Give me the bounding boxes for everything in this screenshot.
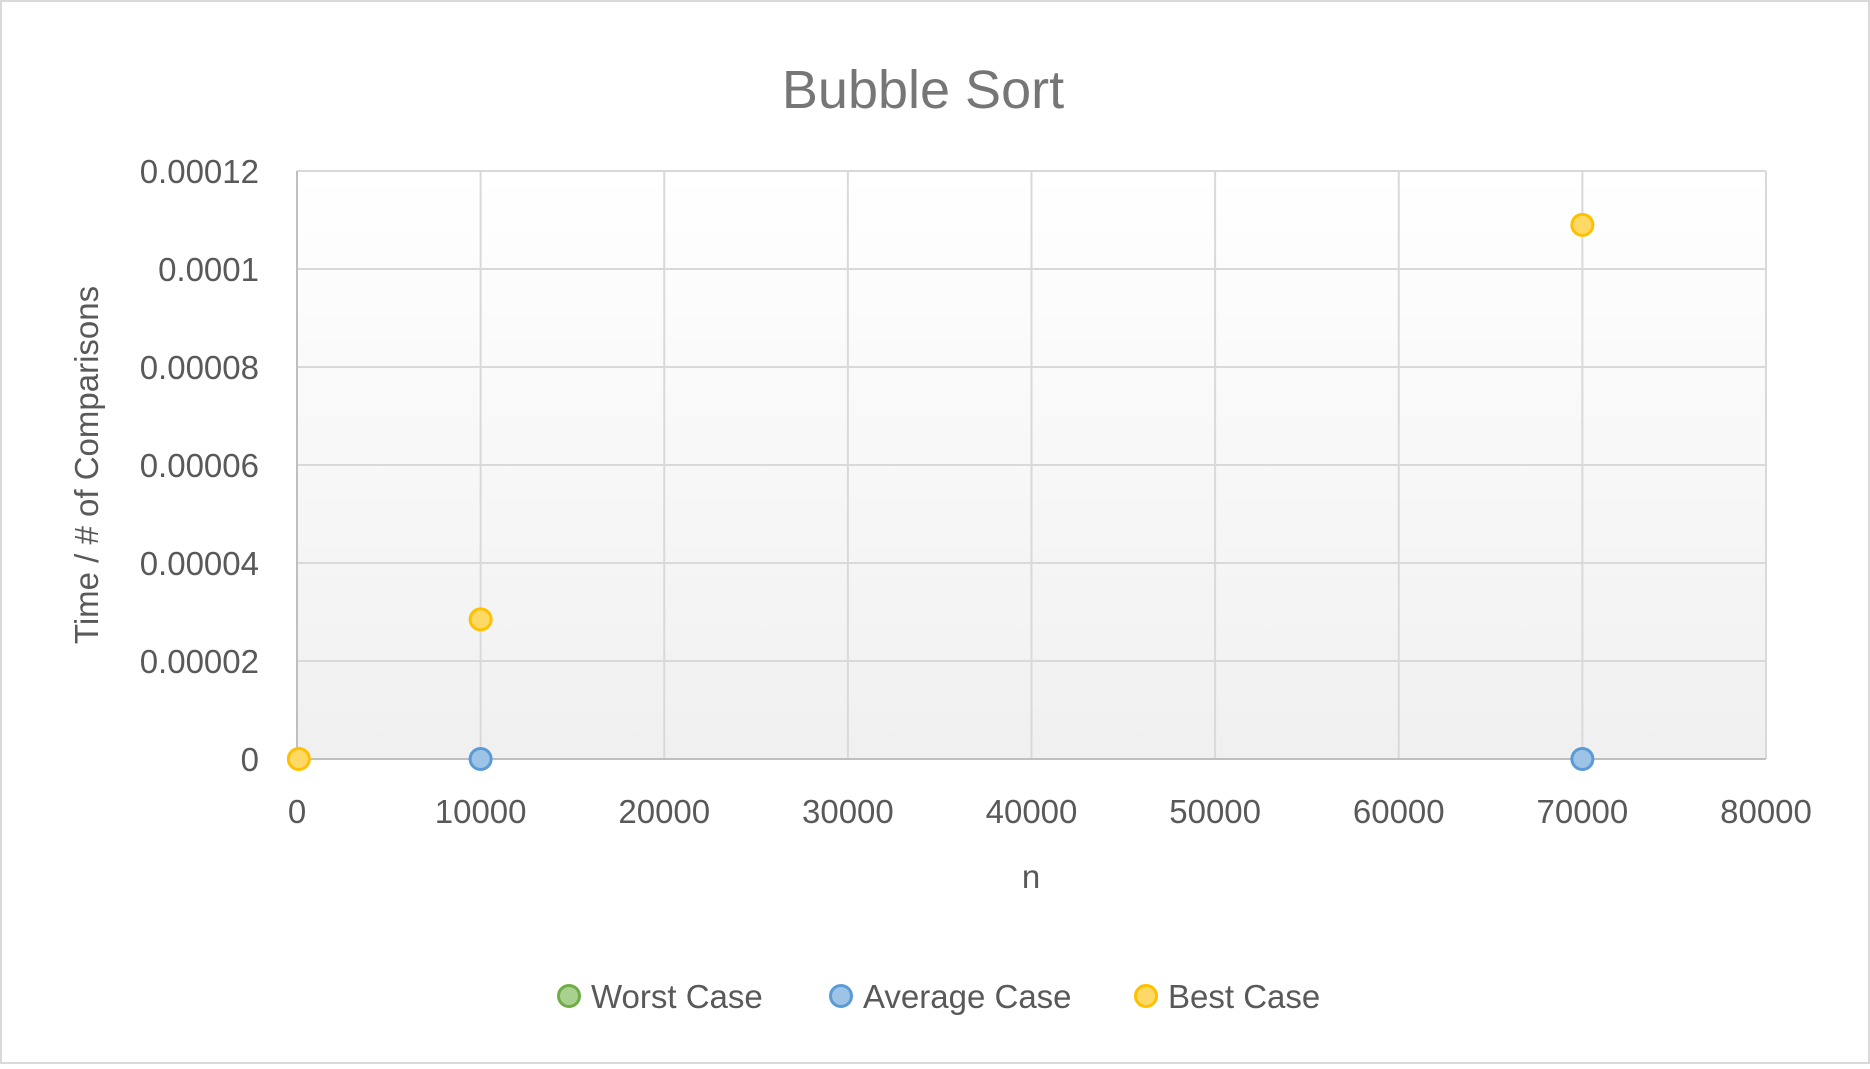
legend-marker-best-case (1134, 984, 1158, 1008)
legend-label-worst-case: Worst Case (591, 978, 763, 1015)
legend-label-average-case: Average Case (863, 978, 1072, 1015)
legend: Worst Case Average Case Best Case (557, 978, 1320, 1015)
axes: 0 0.00002 0.00004 0.00006 0.00008 0.0001 0.000… (140, 153, 1812, 830)
y-tick-label: 0.00002 (140, 643, 259, 680)
x-tick-label: 40000 (986, 793, 1078, 830)
y-tick-label: 0.00004 (140, 545, 259, 582)
x-tick-label: 30000 (802, 793, 894, 830)
grid-lines (296, 170, 1767, 760)
y-tick-label: 0.0001 (158, 251, 259, 288)
x-tick-label: 20000 (618, 793, 710, 830)
x-tick-label: 70000 (1536, 793, 1628, 830)
chart-title: Bubble Sort (782, 60, 1064, 120)
x-tick-label: 0 (288, 793, 306, 830)
point-best-case (468, 607, 493, 632)
y-tick-label: 0.00008 (140, 349, 259, 386)
y-axis-label: Time / # of Comparisons (68, 286, 105, 644)
point-best-case (286, 747, 311, 771)
point-average-case (1570, 747, 1595, 771)
x-tick-label: 50000 (1169, 793, 1261, 830)
y-tick-label: 0.00006 (140, 447, 259, 484)
point-best-case (1570, 212, 1595, 237)
legend-marker-average-case (829, 984, 853, 1008)
x-axis-label: n (1022, 858, 1040, 895)
point-average-case (468, 747, 493, 771)
legend-label-best-case: Best Case (1168, 978, 1320, 1015)
y-tick-label: 0.00012 (140, 153, 259, 190)
data-points (286, 212, 1595, 771)
y-tick-label: 0 (241, 741, 259, 778)
x-tick-label: 60000 (1353, 793, 1445, 830)
legend-marker-worst-case (557, 984, 581, 1008)
x-tick-label: 80000 (1720, 793, 1812, 830)
x-tick-label: 10000 (435, 793, 527, 830)
